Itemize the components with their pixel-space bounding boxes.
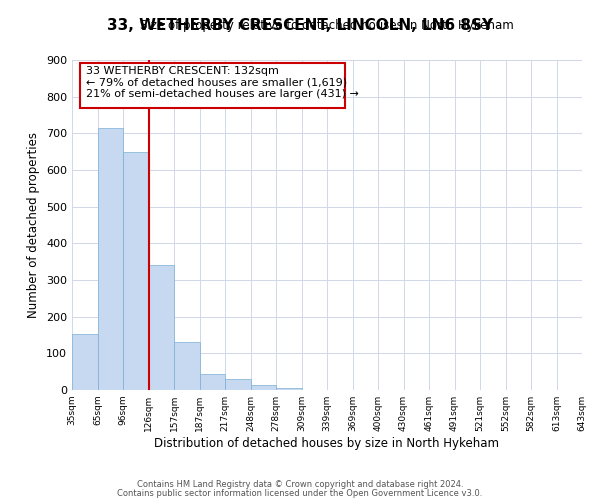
Bar <box>276 388 302 390</box>
Bar <box>72 334 97 390</box>
Text: 33 WETHERBY CRESCENT: 132sqm: 33 WETHERBY CRESCENT: 132sqm <box>86 66 279 76</box>
FancyBboxPatch shape <box>80 62 345 108</box>
Text: 21% of semi-detached houses are larger (431) →: 21% of semi-detached houses are larger (… <box>86 89 359 99</box>
Text: 33, WETHERBY CRESCENT, LINCOLN, LN6 8SY: 33, WETHERBY CRESCENT, LINCOLN, LN6 8SY <box>107 18 493 32</box>
X-axis label: Distribution of detached houses by size in North Hykeham: Distribution of detached houses by size … <box>155 437 499 450</box>
Bar <box>251 384 276 390</box>
Bar <box>97 128 123 390</box>
Text: ← 79% of detached houses are smaller (1,619): ← 79% of detached houses are smaller (1,… <box>86 77 347 87</box>
Bar <box>174 342 199 390</box>
Text: Contains public sector information licensed under the Open Government Licence v3: Contains public sector information licen… <box>118 488 482 498</box>
Bar <box>123 152 149 390</box>
Bar <box>149 266 174 390</box>
Title: Size of property relative to detached houses in North Hykeham: Size of property relative to detached ho… <box>140 20 514 32</box>
Bar <box>199 374 225 390</box>
Y-axis label: Number of detached properties: Number of detached properties <box>28 132 40 318</box>
Bar <box>225 379 251 390</box>
Text: Contains HM Land Registry data © Crown copyright and database right 2024.: Contains HM Land Registry data © Crown c… <box>137 480 463 489</box>
